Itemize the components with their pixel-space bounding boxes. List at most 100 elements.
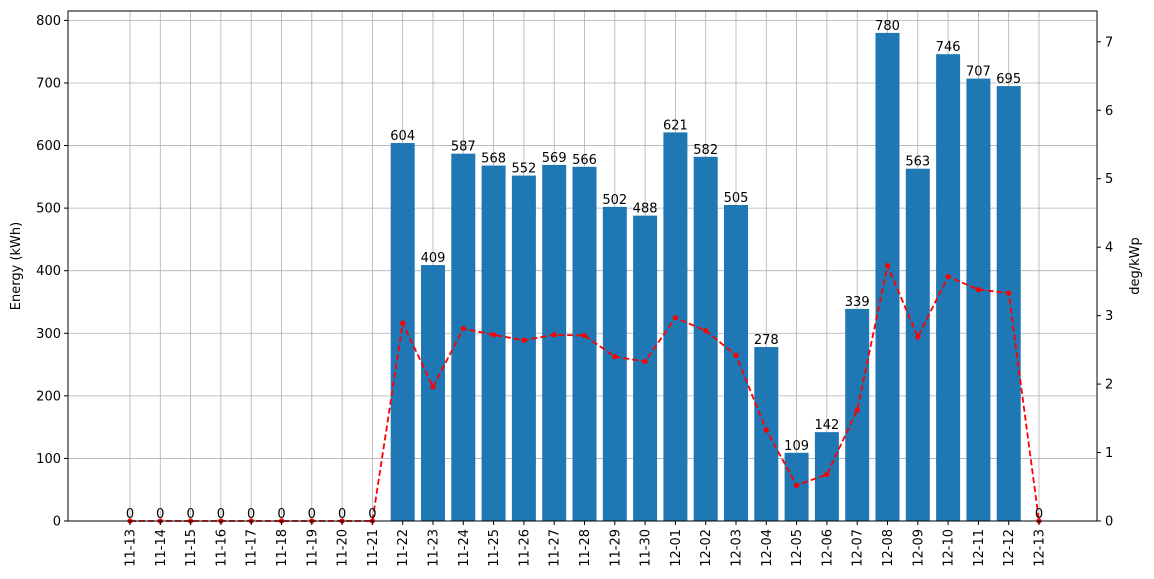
bar <box>875 32 900 521</box>
line-point <box>521 337 527 343</box>
x-tick-label: 12-11 <box>972 529 987 567</box>
right-tick-label: 7 <box>1105 35 1113 50</box>
x-tick-label: 11-28 <box>578 529 593 567</box>
bar-value-label: 621 <box>663 118 688 133</box>
bar-value-label: 142 <box>814 418 839 433</box>
bar <box>966 78 991 521</box>
right-tick-label: 3 <box>1105 309 1113 324</box>
right-tick-label: 5 <box>1105 172 1113 187</box>
bar-value-label: 0 <box>308 507 316 522</box>
line-point <box>975 287 982 293</box>
left-tick-label: 300 <box>36 327 61 342</box>
bar-value-label: 566 <box>572 153 597 168</box>
x-tick-label: 11-15 <box>184 529 199 567</box>
left-tick-label: 200 <box>36 389 61 404</box>
bar-value-label: 0 <box>186 507 194 522</box>
line-point <box>733 352 739 358</box>
x-tick-label: 12-10 <box>942 529 957 567</box>
bar-value-label: 569 <box>542 151 567 166</box>
bar <box>693 156 718 521</box>
bar-value-label: 552 <box>511 162 536 177</box>
bar-value-label: 109 <box>784 439 809 454</box>
x-tick-label: 11-22 <box>396 529 411 567</box>
left-y-axis: 0 100 200 300 400 500 600 700 800 <box>36 14 68 530</box>
line-point <box>491 332 497 338</box>
bar <box>451 153 476 521</box>
line-point <box>581 332 588 339</box>
x-tick-label: 11-25 <box>487 529 502 567</box>
bar-value-label: 780 <box>875 19 900 34</box>
plot-frame <box>67 10 1098 522</box>
x-tick-label: 11-29 <box>608 529 623 567</box>
bar-value-label: 695 <box>996 72 1021 87</box>
x-tick-label: 11-19 <box>305 529 320 567</box>
x-tick-label: 11-27 <box>548 529 563 567</box>
x-tick-label: 12-03 <box>730 529 745 567</box>
right-tick-label: 0 <box>1105 515 1113 530</box>
x-tick-label: 12-01 <box>669 529 684 567</box>
x-tick-label: 11-16 <box>214 529 229 567</box>
bar <box>633 215 658 521</box>
bar-value-label: 0 <box>277 507 285 522</box>
bar-value-label: 0 <box>338 507 346 522</box>
right-tick-label: 4 <box>1105 241 1113 256</box>
bar-value-label: 409 <box>421 251 446 266</box>
line-point <box>400 320 406 326</box>
line-point <box>794 482 800 489</box>
right-axis-title: deg/kWp <box>1128 237 1143 295</box>
bar <box>663 132 688 521</box>
line-point <box>763 427 769 433</box>
right-tick-label: 1 <box>1105 446 1113 461</box>
bar <box>542 164 567 521</box>
x-tick-label: 12-04 <box>760 529 775 567</box>
line-point <box>1006 290 1012 296</box>
bar-value-label: 568 <box>481 152 506 167</box>
x-tick-label: 11-24 <box>457 529 472 567</box>
left-tick-label: 100 <box>36 452 61 467</box>
bar-value-label: 582 <box>693 143 718 158</box>
x-tick-label: 12-12 <box>1002 529 1017 567</box>
line-point <box>884 263 891 269</box>
x-tick-label: 11-13 <box>124 529 139 567</box>
line-point <box>430 384 436 390</box>
bar-value-label: 746 <box>936 40 961 55</box>
bar <box>421 265 445 521</box>
bar <box>724 204 748 521</box>
line-point <box>945 274 951 280</box>
bar <box>754 347 779 521</box>
left-tick-label: 800 <box>36 14 61 29</box>
bar-value-label: 0 <box>368 507 376 522</box>
x-tick-label: 11-23 <box>427 529 442 567</box>
line-point <box>612 354 618 360</box>
bar <box>905 168 930 522</box>
line-point <box>460 326 466 332</box>
left-tick-label: 600 <box>36 139 61 154</box>
x-tick-label: 11-18 <box>275 529 290 567</box>
bar-value-label: 0 <box>247 507 255 522</box>
bar-value-label: 563 <box>905 155 930 170</box>
bar-value-label: 0 <box>126 507 134 522</box>
left-tick-label: 0 <box>53 515 61 530</box>
bar-value-label: 707 <box>966 65 991 80</box>
x-tick-label: 11-17 <box>245 529 260 567</box>
bar <box>572 166 597 521</box>
x-tick-label: 12-13 <box>1033 529 1048 567</box>
line-point <box>915 334 921 340</box>
x-tick-label: 12-02 <box>699 529 714 567</box>
left-axis-title: Energy (kWh) <box>9 222 24 310</box>
bar-data-labels: 0 0 0 0 0 0 0 0 0 604 409 587 568 552 569 566 502 488 621 5… <box>126 19 1043 522</box>
bar-value-label: 339 <box>845 295 870 310</box>
bar-value-label: 502 <box>602 193 627 208</box>
x-tick-label: 11-20 <box>336 529 351 567</box>
x-tick-label: 11-30 <box>639 529 654 567</box>
bar <box>996 86 1021 521</box>
bar <box>602 206 627 521</box>
bar-value-label: 0 <box>156 507 164 522</box>
line-point <box>672 315 679 321</box>
left-tick-label: 400 <box>36 264 61 279</box>
line-point <box>551 332 557 338</box>
bar-value-label: 278 <box>754 333 779 348</box>
line-point <box>854 407 860 413</box>
line-point <box>824 471 830 478</box>
